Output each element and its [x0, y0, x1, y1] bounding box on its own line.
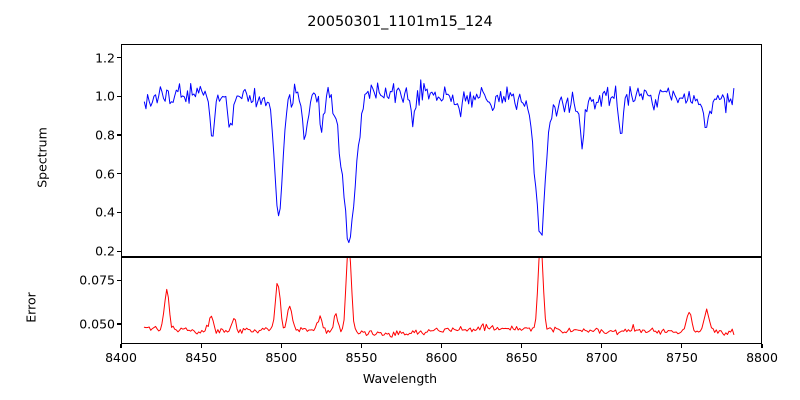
x-tick-mark [360, 344, 362, 348]
x-axis-label: Wavelength [362, 371, 438, 386]
x-tick-mark [681, 344, 683, 348]
x-tick-mark [601, 344, 603, 348]
page-title: 20050301_1101m15_124 [307, 14, 493, 30]
x-tick-mark [120, 344, 122, 348]
x-tick-label: 8650 [505, 350, 538, 365]
error-line-chart [143, 258, 735, 338]
spectrum-y-tick-label: 0.8 [95, 127, 115, 143]
error-data-line [143, 258, 735, 338]
error-y-tick-label: 0.075 [79, 272, 115, 288]
x-tick-label: 8550 [345, 350, 378, 365]
spectrum-y-tick-label: 0.2 [95, 243, 115, 259]
x-tick-label: 8500 [265, 350, 298, 365]
spectrum-y-tick-label: 1.0 [95, 88, 115, 104]
x-tick-label: 8700 [585, 350, 618, 365]
error-plot-panel [121, 257, 762, 344]
x-tick-label: 8400 [105, 350, 137, 365]
x-tick-mark [761, 344, 763, 348]
spectrum-y-axis-label: Spectrum [34, 127, 50, 188]
spectrum-y-tick-mark [117, 173, 121, 175]
error-y-tick-label: 0.050 [79, 316, 115, 332]
error-y-axis-label: Error [23, 292, 39, 323]
spectrum-y-tick-label: 0.4 [95, 204, 115, 220]
error-y-tick-mark [117, 279, 121, 282]
x-tick-label: 8450 [185, 350, 218, 365]
spectrum-y-tick-mark [117, 57, 121, 59]
spectrum-data-line [143, 79, 735, 244]
spectrum-plot-panel [121, 44, 762, 257]
x-tick-mark [521, 344, 523, 348]
x-tick-mark [280, 344, 282, 348]
spectrum-y-tick-label: 1.2 [95, 50, 115, 66]
x-tick-label: 8750 [665, 350, 698, 365]
x-tick-mark [200, 344, 202, 348]
spectrum-y-tick-mark [117, 95, 121, 97]
x-tick-mark [440, 344, 443, 348]
spectrum-y-tick-mark [117, 250, 121, 252]
spectrum-line-chart [143, 79, 735, 244]
spectrum-y-tick-mark [117, 211, 121, 213]
spectrum-y-tick-mark [117, 134, 121, 136]
x-tick-label: 8800 [746, 350, 778, 365]
spectrum-y-tick-label: 0.6 [95, 166, 115, 182]
x-tick-label: 8600 [425, 350, 458, 365]
error-y-tick-mark [117, 323, 121, 325]
